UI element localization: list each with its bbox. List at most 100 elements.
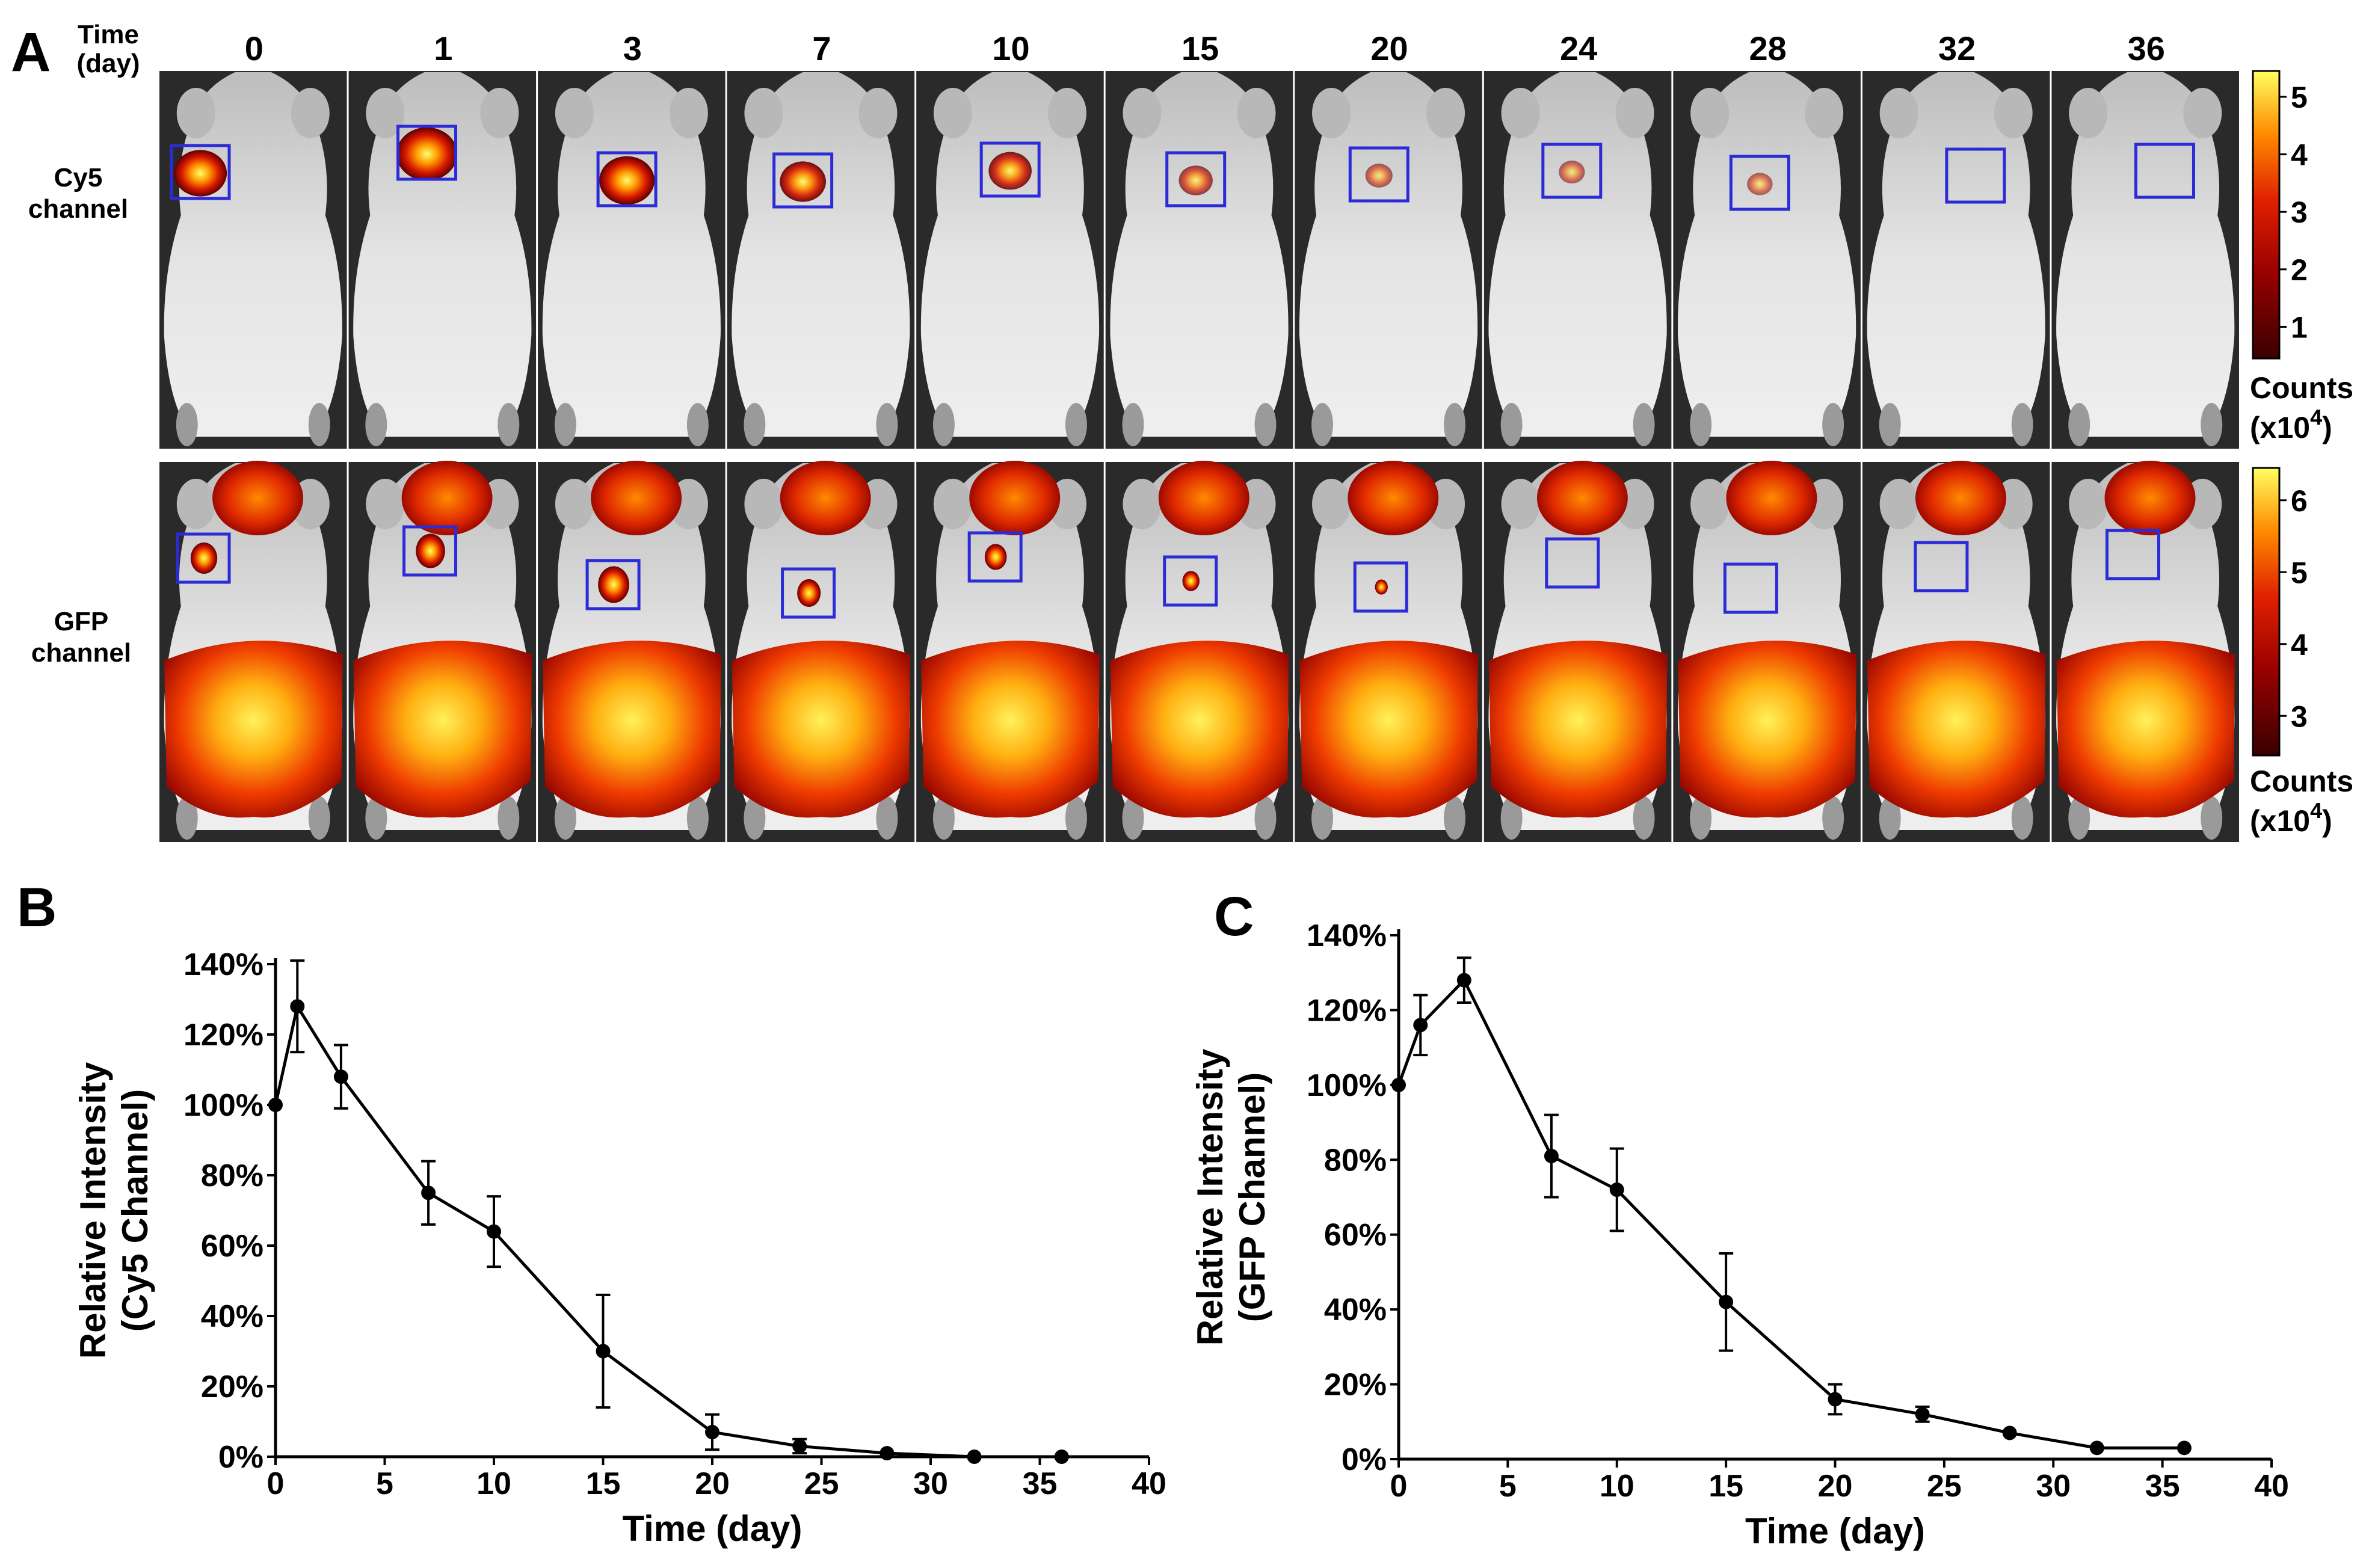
y-axis-title-line1: Relative Intensity	[73, 1062, 113, 1359]
gfp-colorbar-title-line1: Counts	[2250, 764, 2353, 798]
y-tick-label: 0%	[218, 1440, 263, 1475]
cy5-row-label-line2: channel	[28, 194, 128, 224]
x-tick-label: 5	[376, 1466, 393, 1501]
gfp-signal-spot	[797, 579, 821, 607]
y-tick-label: 40%	[201, 1299, 263, 1334]
mouse-paw	[2068, 403, 2090, 446]
cy5-row-label-line1: Cy5	[54, 163, 103, 192]
y-axis-title-line1: Relative Intensity	[1190, 1048, 1230, 1345]
mouse-silhouette	[920, 72, 1100, 437]
roi-box	[176, 532, 231, 584]
colorbar-tick-label: 3	[2291, 195, 2308, 229]
cy5-signal-spot	[1178, 165, 1213, 195]
gfp-body-signal	[732, 641, 911, 818]
data-point	[1719, 1294, 1734, 1309]
mouse-paw	[1444, 796, 1466, 840]
gfp-head-signal	[1348, 461, 1439, 535]
mouse-ear	[1312, 88, 1351, 138]
chart-b: 0% 20% 40% 60% 80% 100% 120% 140% 0 5 10 15 20 25 30 35…	[73, 947, 1166, 1549]
gfp-body-signal	[353, 641, 532, 818]
roi-box	[1729, 155, 1790, 211]
mouse-paw	[1444, 403, 1466, 446]
mouse-paw	[1254, 403, 1277, 446]
colorbar-tick-label: 4	[2291, 138, 2308, 172]
mouse-ear	[291, 88, 330, 138]
colorbar-tick-label: 1	[2291, 310, 2308, 344]
x-tick-label: 15	[586, 1466, 621, 1501]
x-tick-label: 25	[1927, 1469, 1962, 1504]
cy5-image-row	[159, 71, 2239, 449]
mouse-ear	[2069, 479, 2108, 529]
data-point	[1054, 1450, 1069, 1464]
mouse-ear	[1312, 479, 1351, 529]
gfp-head-signal	[2104, 461, 2196, 535]
x-tick-label: 20	[1818, 1469, 1853, 1504]
gfp-head-signal	[969, 461, 1061, 535]
data-point	[1544, 1149, 1559, 1164]
roi-box	[967, 531, 1023, 583]
mouse-paw	[1633, 403, 1655, 446]
cy5-tile	[159, 71, 347, 449]
mouse-paw	[308, 403, 330, 446]
gfp-tile	[1862, 461, 2050, 842]
roi-box	[1723, 562, 1778, 614]
mouse-paw	[1633, 796, 1655, 840]
colorbar-tick-label: 3	[2291, 699, 2308, 733]
gfp-row-label-line1: GFP	[54, 607, 108, 636]
roi-box	[1165, 151, 1227, 208]
gfp-body-signal	[543, 641, 721, 818]
mouse-paw	[1065, 403, 1087, 446]
series-line	[1397, 977, 2184, 1450]
mouse-ear	[1237, 88, 1276, 138]
y-tick-label: 40%	[1324, 1293, 1387, 1327]
cy5-signal-spot	[173, 150, 227, 197]
mouse-paw	[498, 796, 520, 840]
data-point	[1456, 973, 1471, 988]
roi-box	[1348, 146, 1409, 203]
data-point	[421, 1185, 436, 1201]
gfp-tile	[538, 461, 725, 842]
data-point	[880, 1446, 895, 1461]
gfp-body-signal	[1110, 641, 1289, 818]
x-tick-label: 35	[1023, 1466, 1058, 1501]
roi-box	[1353, 561, 1408, 613]
mouse-silhouette	[2056, 72, 2235, 437]
mouse-ear	[1879, 88, 1918, 138]
x-tick-label: 40	[2254, 1469, 2289, 1504]
gfp-tile	[916, 461, 1104, 842]
mouse-ear	[1501, 88, 1540, 138]
mouse-ear	[1994, 88, 2033, 138]
y-tick-label: 80%	[1324, 1143, 1387, 1178]
y-tick-label: 0%	[1342, 1442, 1387, 1477]
mouse-paw	[1822, 403, 1844, 446]
y-tick-label: 60%	[201, 1229, 263, 1264]
data-point	[290, 999, 305, 1014]
gfp-tile	[727, 461, 915, 842]
y-axis-title-line2: (GFP Channel)	[1232, 1072, 1272, 1323]
mouse-paw	[498, 403, 520, 446]
mouse-paw	[2011, 403, 2033, 446]
mouse-paw	[365, 403, 387, 446]
y-tick-label: 140%	[1307, 918, 1387, 953]
gfp-head-signal	[1158, 461, 1249, 535]
gfp-body-signal	[921, 641, 1100, 818]
time-label: 1	[434, 29, 452, 67]
gfp-tile	[1673, 461, 1861, 842]
mouse-silhouette	[732, 72, 910, 437]
mouse-paw	[1822, 796, 1844, 840]
chart-c: 0% 20% 40% 60% 80% 100% 120% 140% 0 5 10 15 20 25 30 35…	[1190, 918, 2289, 1551]
x-axis-title: Time (day)	[623, 1508, 803, 1549]
mouse-ear	[1879, 479, 1918, 529]
mouse-paw	[876, 403, 898, 446]
y-tick-label: 20%	[1324, 1368, 1387, 1403]
mouse-ear	[176, 479, 215, 529]
mouse-paw	[1311, 796, 1334, 840]
time-label: 7	[812, 29, 831, 67]
y-tick-label: 100%	[183, 1088, 263, 1123]
mouse-silhouette	[1299, 72, 1478, 437]
mouse-paw	[308, 796, 330, 840]
x-tick-label: 10	[1600, 1469, 1634, 1504]
roi-box	[596, 151, 658, 208]
y-tick-label: 60%	[1324, 1218, 1387, 1253]
cy5-signal-spot	[1365, 164, 1393, 188]
